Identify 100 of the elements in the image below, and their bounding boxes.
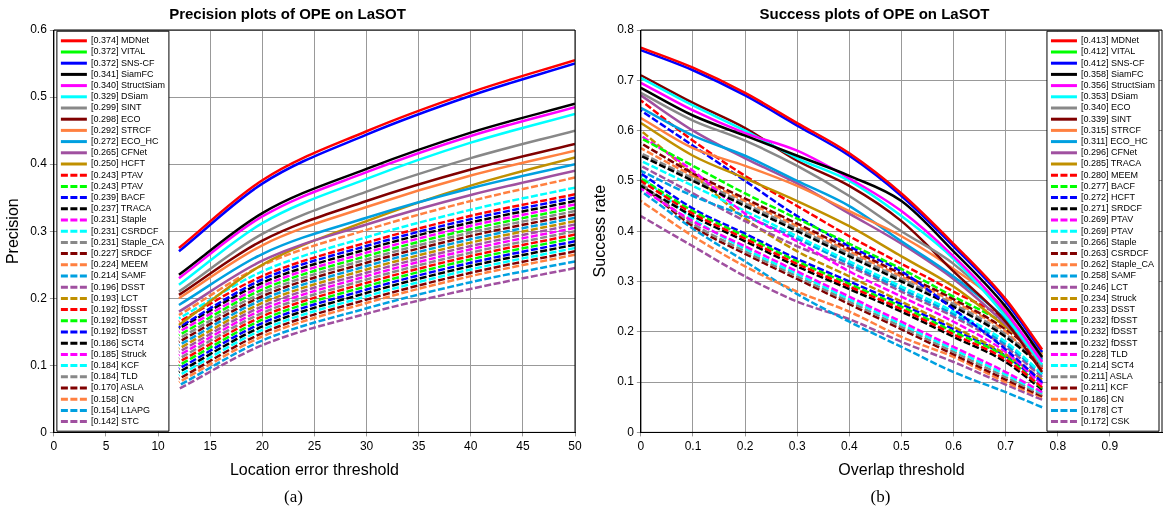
legend-label: [0.296] CFNet [1080, 147, 1138, 158]
legend-label: [0.280] MEEM [1080, 169, 1138, 180]
x-tick-label: 20 [255, 438, 270, 453]
legend-label: [0.228] TLD [1080, 348, 1129, 359]
chart-title: Precision plots of OPE on LaSOT [169, 5, 406, 23]
x-tick-label: 25 [307, 438, 322, 453]
legend-label: [0.185] Struck [90, 348, 147, 359]
y-axis-title: Precision [4, 198, 22, 265]
x-tick-label: 5 [102, 438, 110, 453]
x-tick-label: 15 [203, 438, 218, 453]
legend-label: [0.271] SRDCF [1080, 203, 1143, 214]
legend-label: [0.372] VITAL [90, 46, 146, 57]
legend-label: [0.232] fDSST [1080, 337, 1138, 348]
legend-label: [0.356] StructSiam [1080, 80, 1156, 91]
legend-label: [0.374] MDNet [90, 35, 150, 46]
x-tick-label: 0.8 [1049, 438, 1067, 453]
y-tick-label: 0.2 [617, 324, 635, 339]
legend-label: [0.353] DSiam [1080, 91, 1138, 102]
y-tick-label: 0.5 [617, 173, 635, 188]
legend-label: [0.413] MDNet [1080, 35, 1140, 46]
legend-label: [0.196] DSST [90, 281, 146, 292]
legend-label: [0.154] L1APG [90, 404, 150, 415]
legend-label: [0.239] BACF [90, 192, 146, 203]
legend-label: [0.250] HCFT [90, 158, 146, 169]
legend-label: [0.186] SCT4 [90, 337, 144, 348]
legend-label: [0.231] Staple_CA [90, 236, 164, 247]
legend-label: [0.243] PTAV [90, 180, 144, 191]
legend-label: [0.263] CSRDCF [1080, 248, 1149, 259]
legend-label: [0.269] PTAV [1080, 214, 1134, 225]
x-axis-title: Location error threshold [229, 460, 399, 478]
legend-label: [0.233] DSST [1080, 304, 1136, 315]
y-tick-label: 0.6 [30, 22, 48, 37]
x-tick-label: 0.3 [788, 438, 806, 453]
legend-label: [0.224] MEEM [90, 259, 148, 270]
y-tick-label: 0.4 [617, 223, 635, 238]
legend-label: [0.412] SNS-CF [1080, 57, 1145, 68]
x-tick-label: 0.5 [893, 438, 911, 453]
x-tick-label: 35 [411, 438, 426, 453]
y-axis-title: Success rate [591, 184, 609, 278]
legend-label: [0.178] CT [1080, 404, 1124, 415]
legend-label: [0.339] SINT [1080, 113, 1132, 124]
x-tick-label: 0.4 [840, 438, 858, 453]
legend-label: [0.266] Staple [1080, 236, 1137, 247]
legend-label: [0.298] ECO [90, 113, 141, 124]
x-tick-label: 40 [464, 438, 478, 453]
y-tick-label: 0.6 [617, 122, 635, 137]
y-tick-label: 0.1 [617, 374, 635, 389]
legend-label: [0.158] CN [90, 393, 134, 404]
x-tick-label: 0.2 [736, 438, 754, 453]
legend-label: [0.262] Staple_CA [1080, 259, 1155, 270]
legend-label: [0.272] HCFT [1080, 192, 1136, 203]
legend-label: [0.186] CN [1080, 393, 1124, 404]
x-tick-label: 0.6 [945, 438, 963, 453]
y-tick-label: 0.2 [30, 290, 48, 305]
y-tick-label: 0 [40, 424, 48, 439]
y-tick-label: 0 [627, 424, 635, 439]
x-tick-label: 0.1 [684, 438, 702, 453]
legend-label: [0.193] LCT [90, 292, 139, 303]
x-tick-label: 50 [568, 438, 582, 453]
legend-label: [0.340] ECO [1080, 102, 1131, 113]
legend-label: [0.184] TLD [90, 371, 139, 382]
legend-label: [0.412] VITAL [1080, 46, 1136, 57]
legend-label: [0.277] BACF [1080, 180, 1136, 191]
x-tick-label: 10 [151, 438, 166, 453]
text: (a) [283, 486, 304, 508]
y-tick-label: 0.8 [617, 22, 635, 37]
legend-label: [0.243] PTAV [90, 169, 144, 180]
legend-label: [0.292] STRCF [90, 124, 152, 135]
legend-label: [0.234] Struck [1080, 292, 1137, 303]
x-axis-title: Overlap threshold [838, 460, 965, 478]
legend-label: [0.192] fDSST [90, 315, 148, 326]
legend-label: [0.372] SNS-CF [90, 57, 155, 68]
x-tick-label: 30 [359, 438, 374, 453]
legend-label: [0.258] SAMF [1080, 270, 1137, 281]
legend-label: [0.170] ASLA [90, 382, 144, 393]
legend-label: [0.214] SCT4 [1080, 360, 1134, 371]
legend-label: [0.231] CSRDCF [90, 225, 159, 236]
y-tick-label: 0.4 [30, 156, 48, 171]
legend-label: [0.237] TRACA [90, 203, 152, 214]
text: (b) [869, 486, 892, 508]
legend-label: [0.231] Staple [90, 214, 147, 225]
chart-title: Success plots of OPE on LaSOT [759, 5, 990, 23]
legend-label: [0.341] SiamFC [90, 68, 154, 79]
legend-label: [0.214] SAMF [90, 270, 147, 281]
legend-label: [0.299] SINT [90, 102, 142, 113]
x-tick-label: 45 [516, 438, 530, 453]
legend-label: [0.232] fDSST [1080, 315, 1138, 326]
legend-label: [0.285] TRACA [1080, 158, 1142, 169]
legend-label: [0.184] KCF [90, 360, 140, 371]
legend-label: [0.272] ECO_HC [90, 136, 159, 147]
y-tick-label: 0.1 [30, 357, 48, 372]
legend-label: [0.265] CFNet [90, 147, 148, 158]
y-tick-label: 0.3 [617, 273, 635, 288]
legend-label: [0.192] fDSST [90, 326, 148, 337]
legend-label: [0.211] KCF [1080, 382, 1129, 393]
x-tick-label: 0 [637, 438, 645, 453]
x-tick-label: 0 [50, 438, 58, 453]
legend-label: [0.192] fDSST [90, 304, 148, 315]
legend-label: [0.311] ECO_HC [1080, 136, 1149, 147]
y-tick-label: 0.5 [30, 89, 48, 104]
